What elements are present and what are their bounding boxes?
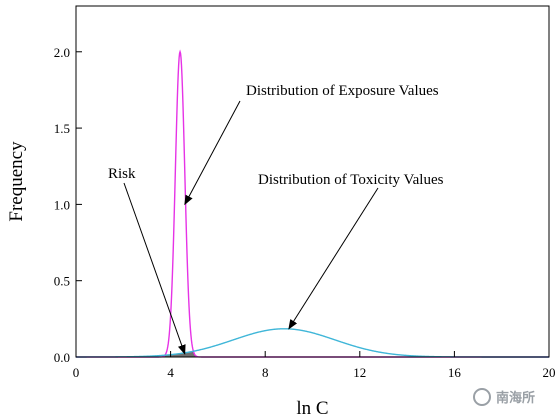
watermark-text: 南海所 <box>496 390 535 406</box>
y-tick-label: 0.5 <box>54 274 70 289</box>
annotation-arrow-overlap <box>123 182 186 355</box>
x-tick-label: 12 <box>353 365 366 380</box>
x-axis-title: ln C <box>296 398 328 419</box>
y-tick-label: 1.0 <box>54 197 70 212</box>
annotation-layer: Distribution of Exposure Values Distribut… <box>108 83 444 355</box>
y-tick-label: 1.5 <box>54 121 70 136</box>
x-tick-label: 4 <box>167 365 174 380</box>
annotation-arrow-toxicity <box>288 187 379 330</box>
annotation-toxicity: Distribution of Toxicity Values <box>258 172 444 188</box>
watermark-logo-icon <box>473 388 491 406</box>
y-tick-label: 2.0 <box>54 45 70 60</box>
annotation-exposure: Distribution of Exposure Values <box>246 83 439 99</box>
x-tick-label: 0 <box>73 365 80 380</box>
risk-overlap-area <box>76 351 549 357</box>
x-tick-label: 20 <box>543 365 556 380</box>
annotation-overlap: Risk <box>108 166 136 182</box>
y-axis-title: Frequency <box>6 141 27 222</box>
watermark: 南海所 <box>473 388 535 406</box>
plot-frame <box>75 5 550 358</box>
x-tick-label: 16 <box>448 365 462 380</box>
annotation-arrow-exposure <box>184 100 241 206</box>
x-tick-label: 8 <box>262 365 269 380</box>
tick-layer: 0 4 8 12 16 20 0.0 0.5 1.0 1.5 2.0 <box>54 45 556 380</box>
y-tick-label: 0.0 <box>54 350 70 365</box>
toxicity-distribution-line <box>76 328 549 358</box>
